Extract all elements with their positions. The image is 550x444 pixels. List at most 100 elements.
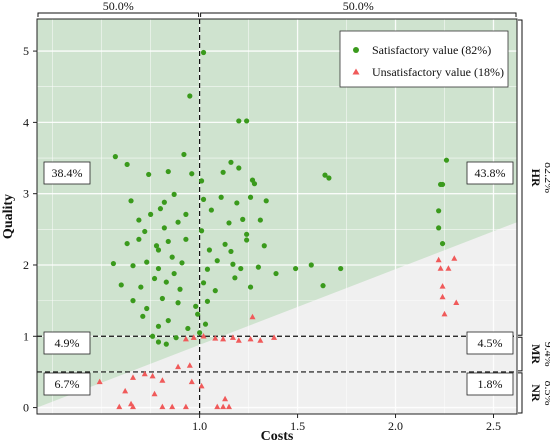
point-satisfactory-39 bbox=[183, 236, 189, 242]
point-satisfactory-47 bbox=[110, 260, 117, 267]
point-unsatisfactory-20 bbox=[186, 362, 193, 368]
point-unsatisfactory-10 bbox=[212, 335, 219, 341]
x-tick-label-2: 2.0 bbox=[388, 419, 403, 433]
region-label-0: 38.4% bbox=[52, 166, 83, 180]
point-satisfactory-60 bbox=[308, 262, 314, 268]
point-satisfactory-18 bbox=[251, 181, 258, 187]
right-bracket-code-1: MR bbox=[529, 344, 543, 364]
region-label-box-1 bbox=[466, 161, 514, 185]
point-satisfactory-67 bbox=[200, 280, 207, 286]
point-satisfactory-96 bbox=[161, 199, 167, 205]
point-unsatisfactory-30 bbox=[222, 395, 229, 402]
region-label-2: 4.9% bbox=[55, 336, 80, 350]
point-satisfactory-56 bbox=[238, 265, 244, 272]
point-satisfactory-36 bbox=[136, 236, 142, 242]
point-unsatisfactory-34 bbox=[159, 403, 166, 410]
point-satisfactory-68 bbox=[212, 288, 218, 294]
satisfactory-region bbox=[37, 19, 517, 408]
legend-label-unsatisfactory: Unsatisfactory value (18%) bbox=[372, 65, 504, 79]
point-unsatisfactory-5 bbox=[439, 293, 446, 300]
point-satisfactory-97 bbox=[198, 228, 205, 234]
point-satisfactory-25 bbox=[247, 194, 254, 200]
point-unsatisfactory-8 bbox=[249, 313, 256, 320]
point-satisfactory-54 bbox=[214, 258, 220, 264]
legend: Satisfactory value (82%) Unsatisfactory … bbox=[339, 30, 509, 88]
point-satisfactory-83 bbox=[149, 333, 156, 339]
point-satisfactory-63 bbox=[138, 284, 144, 290]
point-satisfactory-90 bbox=[142, 228, 148, 235]
point-satisfactory-57 bbox=[255, 264, 261, 270]
point-satisfactory-82 bbox=[202, 321, 209, 327]
point-unsatisfactory-0 bbox=[435, 256, 442, 263]
point-unsatisfactory-36 bbox=[182, 403, 189, 410]
y-tick-label-5: 5 bbox=[23, 44, 29, 58]
point-satisfactory-84 bbox=[173, 335, 179, 341]
y-tick-label-0: 0 bbox=[23, 401, 29, 415]
point-satisfactory-65 bbox=[163, 279, 169, 285]
point-unsatisfactory-33 bbox=[130, 403, 136, 410]
point-satisfactory-11 bbox=[165, 168, 171, 175]
legend-marker-unsatisfactory bbox=[352, 68, 360, 75]
y-tick-label-2: 2 bbox=[23, 258, 29, 272]
point-satisfactory-48 bbox=[130, 263, 136, 269]
point-unsatisfactory-12 bbox=[229, 334, 236, 340]
point-satisfactory-51 bbox=[169, 254, 175, 260]
x-tick-label-3: 2.5 bbox=[486, 419, 501, 433]
point-satisfactory-73 bbox=[159, 295, 165, 302]
y-tick-label-3: 3 bbox=[23, 187, 29, 201]
threshold-lines bbox=[37, 19, 517, 414]
legend-label-satisfactory: Satisfactory value (82%) bbox=[372, 43, 491, 57]
point-satisfactory-27 bbox=[136, 217, 142, 223]
region-label-box-4 bbox=[43, 372, 91, 396]
region-label-3: 4.5% bbox=[478, 336, 503, 350]
axes: 1.0 1.5 2.0 2.5 0 1 2 3 4 5 Costs Quality bbox=[1, 44, 501, 444]
point-satisfactory-42 bbox=[244, 237, 250, 243]
point-unsatisfactory-6 bbox=[453, 299, 460, 305]
point-satisfactory-52 bbox=[179, 260, 185, 266]
point-unsatisfactory-37 bbox=[214, 403, 221, 410]
point-satisfactory-41 bbox=[222, 241, 228, 247]
point-satisfactory-32 bbox=[226, 220, 232, 226]
point-satisfactory-43 bbox=[261, 243, 267, 249]
point-satisfactory-70 bbox=[247, 284, 254, 290]
data-points bbox=[96, 49, 460, 410]
point-unsatisfactory-15 bbox=[257, 337, 264, 343]
point-satisfactory-45 bbox=[436, 225, 442, 231]
point-satisfactory-55 bbox=[230, 261, 236, 267]
point-unsatisfactory-7 bbox=[441, 310, 448, 317]
point-satisfactory-85 bbox=[197, 330, 203, 336]
point-satisfactory-49 bbox=[144, 259, 150, 265]
region-label-box-3 bbox=[466, 331, 514, 355]
point-satisfactory-13 bbox=[189, 171, 195, 177]
point-satisfactory-91 bbox=[155, 247, 162, 253]
point-satisfactory-94 bbox=[236, 165, 242, 171]
region-label-box-0 bbox=[43, 161, 91, 185]
y-tick-label-1: 1 bbox=[23, 329, 29, 343]
right-bracket-0 bbox=[518, 19, 523, 336]
point-unsatisfactory-9 bbox=[200, 332, 207, 339]
point-unsatisfactory-3 bbox=[451, 255, 458, 261]
point-unsatisfactory-21 bbox=[141, 370, 148, 377]
point-unsatisfactory-19 bbox=[175, 363, 182, 370]
point-unsatisfactory-25 bbox=[188, 378, 195, 385]
point-satisfactory-30 bbox=[175, 219, 181, 225]
point-unsatisfactory-29 bbox=[151, 390, 158, 397]
point-satisfactory-22 bbox=[200, 196, 207, 202]
point-satisfactory-5 bbox=[443, 157, 450, 163]
point-unsatisfactory-26 bbox=[96, 378, 103, 385]
region-label-box-2 bbox=[43, 331, 91, 355]
point-satisfactory-46 bbox=[439, 240, 446, 247]
y-axis-label: Quality bbox=[1, 194, 16, 239]
x-tick-label-1: 1.5 bbox=[290, 419, 305, 433]
legend-box bbox=[339, 30, 509, 88]
point-unsatisfactory-22 bbox=[149, 372, 156, 379]
point-satisfactory-15 bbox=[220, 169, 226, 175]
point-satisfactory-74 bbox=[175, 300, 181, 306]
point-satisfactory-21 bbox=[171, 191, 177, 197]
point-unsatisfactory-13 bbox=[235, 337, 242, 343]
point-satisfactory-24 bbox=[234, 200, 240, 206]
point-satisfactory-95 bbox=[171, 270, 177, 277]
point-satisfactory-78 bbox=[165, 317, 171, 324]
region-label-1: 43.8% bbox=[475, 166, 506, 180]
